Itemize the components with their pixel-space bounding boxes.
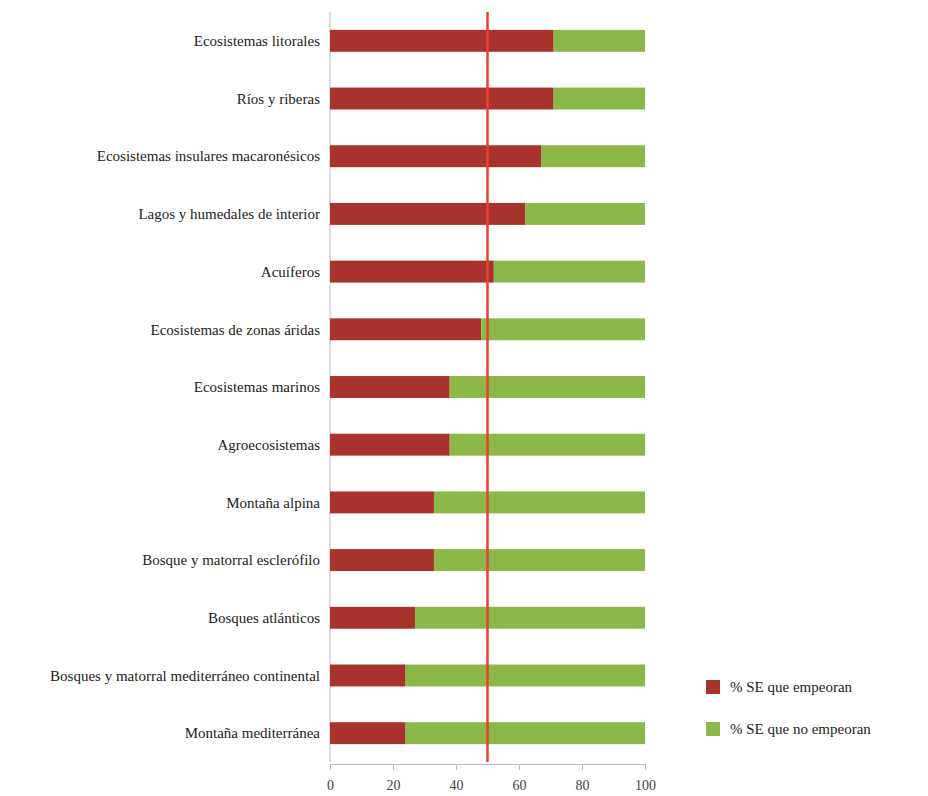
tick-mark bbox=[330, 764, 331, 770]
bar bbox=[406, 665, 645, 687]
reference-line bbox=[486, 12, 489, 762]
legend-swatch bbox=[706, 722, 720, 736]
tick-label: 0 bbox=[327, 778, 334, 793]
category-label: Montaña mediterránea bbox=[185, 725, 321, 741]
legend-label: % SE que empeoran bbox=[730, 679, 853, 695]
bar bbox=[525, 203, 645, 225]
tick: 80 bbox=[576, 764, 590, 793]
category-label: Ecosistemas litorales bbox=[194, 33, 320, 49]
tick-mark bbox=[519, 764, 520, 770]
bar bbox=[481, 318, 645, 340]
category-label: Bosques atlánticos bbox=[208, 610, 320, 626]
category-label: Ecosistemas marinos bbox=[194, 379, 320, 395]
bar bbox=[330, 203, 525, 225]
category-label: Montaña alpina bbox=[226, 495, 320, 511]
category-label: Agroecosistemas bbox=[218, 437, 321, 453]
bar bbox=[330, 88, 554, 110]
bar bbox=[330, 145, 541, 167]
bar bbox=[330, 549, 434, 571]
legend-item: % SE que no empeoran bbox=[706, 721, 871, 737]
tick-mark bbox=[582, 764, 583, 770]
tick: 100 bbox=[635, 764, 656, 793]
tick: 20 bbox=[387, 764, 401, 793]
legend-label: % SE que no empeoran bbox=[730, 721, 871, 737]
tick-mark bbox=[456, 764, 457, 770]
legend: % SE que empeoran % SE que no empeoran bbox=[706, 679, 871, 737]
bar bbox=[554, 88, 645, 110]
chart: 0 20 40 60 80 100 Ecosistemas litorales Ríos y … bbox=[0, 0, 928, 796]
x-axis-line bbox=[331, 764, 646, 765]
bar bbox=[330, 722, 406, 744]
bar bbox=[450, 434, 645, 456]
plot: 0 20 40 60 80 100 Ecosistemas litorales Ríos y … bbox=[50, 12, 656, 793]
bar bbox=[330, 318, 481, 340]
tick-label: 20 bbox=[387, 778, 401, 793]
tick-mark bbox=[393, 764, 394, 770]
legend-item: % SE que empeoran bbox=[706, 679, 853, 695]
bar bbox=[450, 376, 645, 398]
bar bbox=[434, 549, 645, 571]
bar bbox=[330, 30, 554, 52]
category-label: Acuíferos bbox=[261, 264, 320, 280]
tick: 0 bbox=[327, 764, 334, 793]
bar bbox=[330, 376, 450, 398]
x-axis: 0 20 40 60 80 100 bbox=[327, 764, 656, 793]
category-label: Ecosistemas insulares macaronésicos bbox=[97, 148, 320, 164]
bar bbox=[330, 607, 415, 629]
bar bbox=[406, 722, 645, 744]
category-label: Lagos y humedales de interior bbox=[138, 206, 320, 222]
tick-label: 60 bbox=[513, 778, 527, 793]
bar bbox=[494, 261, 645, 283]
category-label: Ríos y riberas bbox=[237, 91, 320, 107]
tick: 60 bbox=[513, 764, 527, 793]
category-label: Bosques y matorral mediterráneo continen… bbox=[50, 668, 320, 684]
tick: 40 bbox=[450, 764, 464, 793]
bars bbox=[330, 12, 645, 762]
tick-label: 100 bbox=[635, 778, 656, 793]
bar bbox=[554, 30, 645, 52]
bar bbox=[541, 145, 645, 167]
bar bbox=[330, 261, 494, 283]
category-label: Bosque y matorral esclerófilo bbox=[142, 552, 320, 568]
bar bbox=[415, 607, 645, 629]
legend-swatch bbox=[706, 680, 720, 694]
tick-label: 40 bbox=[450, 778, 464, 793]
bar bbox=[434, 491, 645, 513]
category-label: Ecosistemas de zonas áridas bbox=[150, 322, 320, 338]
bar bbox=[330, 434, 450, 456]
bar bbox=[330, 491, 434, 513]
tick-label: 80 bbox=[576, 778, 590, 793]
bar bbox=[330, 665, 406, 687]
tick-mark bbox=[645, 764, 646, 770]
